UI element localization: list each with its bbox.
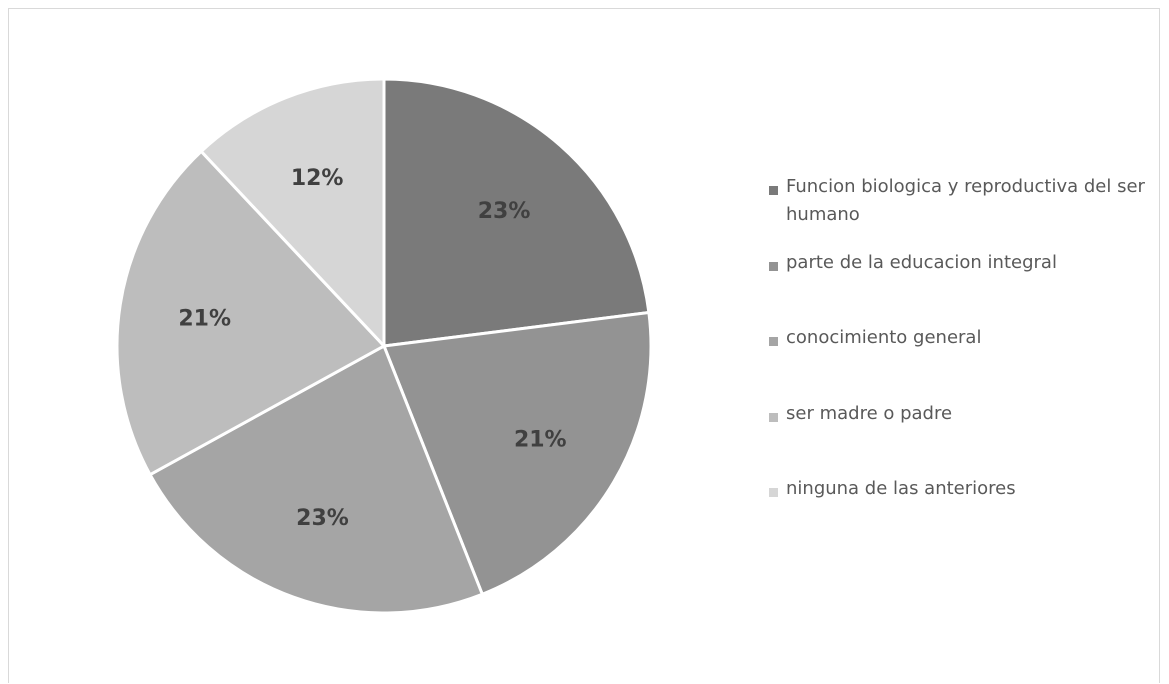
- legend-item: Funcion biologica y reproductiva del ser…: [769, 176, 1149, 229]
- legend-swatch-0: [769, 186, 778, 195]
- slice-data-label: 21%: [514, 427, 567, 452]
- slice-data-label: 12%: [291, 166, 344, 191]
- legend-label: Funcion biologica y reproductiva del ser…: [786, 176, 1145, 225]
- chart-frame: 23% 21% 23% 21% 12% Funcion biologica y repr…: [8, 8, 1160, 683]
- pie-slice: [381, 310, 653, 597]
- pie-slice: [382, 77, 651, 348]
- legend-item: parte de la educacion integral: [769, 252, 1057, 277]
- legend-swatch-1: [769, 262, 778, 271]
- pie-chart: 23% 21% 23% 21% 12%: [115, 77, 653, 615]
- legend-swatch-4: [769, 488, 778, 497]
- slice-data-label: 21%: [178, 307, 231, 332]
- legend-item: ninguna de las anteriores: [769, 478, 1016, 503]
- pie-slice: [199, 77, 386, 350]
- legend-item: ser madre o padre: [769, 403, 952, 428]
- pie-slice: [147, 343, 485, 615]
- legend-label: ninguna de las anteriores: [786, 478, 1016, 499]
- legend-label: ser madre o padre: [786, 403, 953, 424]
- pie-slice: [115, 149, 387, 477]
- slice-data-label: 23%: [296, 506, 349, 531]
- slice-data-label: 23%: [478, 199, 531, 224]
- legend-swatch-2: [769, 337, 778, 346]
- legend-label: conocimiento general: [786, 327, 982, 348]
- legend-item: conocimiento general: [769, 327, 981, 352]
- legend-swatch-3: [769, 413, 778, 422]
- legend-label: parte de la educacion integral: [786, 252, 1057, 273]
